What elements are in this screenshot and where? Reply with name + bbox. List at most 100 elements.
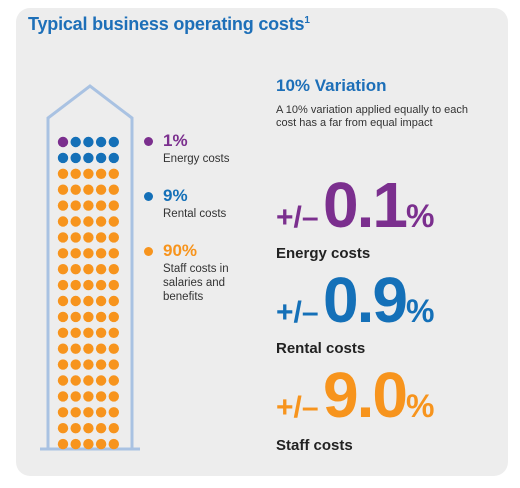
- dot-staff: [70, 184, 81, 195]
- dot-staff: [57, 423, 69, 434]
- dot-staff: [83, 295, 94, 307]
- dot-staff: [108, 327, 120, 338]
- title-footnote: 1: [304, 15, 310, 26]
- dot-rental: [83, 152, 94, 164]
- dot-staff: [57, 216, 69, 227]
- dot-staff: [95, 391, 107, 402]
- dot-staff: [83, 168, 94, 179]
- dot-staff: [57, 438, 69, 450]
- variation-description: A 10% variation applied equally to each …: [276, 104, 469, 129]
- legend-label-energy: Energy costs: [163, 153, 230, 165]
- dot-staff: [70, 232, 81, 243]
- dot-rental: [95, 136, 107, 148]
- dot-staff: [108, 343, 120, 354]
- building-outline: [46, 84, 134, 449]
- dot-staff: [57, 407, 69, 418]
- dot-staff: [57, 327, 69, 338]
- impact-pct-rental: %: [405, 293, 435, 329]
- dot-staff: [70, 216, 81, 227]
- dot-staff: [57, 391, 69, 402]
- dot-staff: [95, 184, 107, 195]
- infographic-title: Typical business operating costs1: [28, 14, 310, 34]
- dot-staff: [70, 311, 81, 323]
- dot-staff: [95, 423, 107, 434]
- legend-dot-rental: [144, 192, 153, 201]
- dot-staff: [70, 295, 81, 307]
- dot-staff: [57, 295, 69, 307]
- dot-staff: [57, 359, 69, 370]
- dot-staff: [95, 327, 107, 338]
- impact-label-staff: Staff costs: [276, 437, 353, 454]
- legend-pct-energy: 1%: [163, 131, 188, 150]
- impact-energy: +/– 0.1%: [276, 168, 434, 242]
- dot-staff: [108, 391, 120, 402]
- dot-staff: [108, 423, 120, 434]
- dot-staff: [95, 232, 107, 243]
- dot-staff: [95, 216, 107, 227]
- dot-staff: [95, 311, 107, 323]
- legend-label-staff: Staff costs in salaries and benefits: [163, 263, 229, 303]
- dot-staff: [70, 264, 81, 275]
- impact-label-energy: Energy costs: [276, 245, 371, 262]
- dot-staff: [108, 200, 120, 211]
- dot-staff: [108, 407, 120, 418]
- dot-staff: [83, 407, 94, 418]
- impact-sign-rental: +/–: [276, 296, 319, 329]
- impact-rental: +/– 0.9%: [276, 263, 434, 337]
- impact-value-staff: 9.0: [323, 359, 408, 431]
- dot-energy: [57, 136, 69, 148]
- dot-staff: [70, 423, 81, 434]
- impact-pct-energy: %: [405, 198, 435, 234]
- dot-staff: [70, 359, 81, 370]
- dot-staff: [70, 168, 81, 179]
- dot-staff: [108, 359, 120, 370]
- dot-staff: [83, 391, 94, 402]
- dot-staff: [70, 391, 81, 402]
- dot-staff: [95, 200, 107, 211]
- dot-staff: [70, 343, 81, 354]
- dot-rental: [108, 136, 120, 148]
- dot-staff: [95, 264, 107, 275]
- variation-title: 10% Variation: [276, 76, 387, 95]
- dot-staff: [57, 264, 69, 275]
- legend-dot-staff: [144, 247, 153, 256]
- dot-staff: [108, 375, 120, 386]
- dot-staff: [83, 264, 94, 275]
- legend-dot-energy: [144, 137, 153, 146]
- dot-rental: [70, 136, 81, 148]
- dot-staff: [83, 311, 94, 323]
- dot-staff: [83, 200, 94, 211]
- dot-staff: [57, 232, 69, 243]
- dot-staff: [70, 375, 81, 386]
- dot-staff: [95, 359, 107, 370]
- dot-staff: [83, 232, 94, 243]
- dot-staff: [95, 407, 107, 418]
- dot-staff: [83, 327, 94, 338]
- dot-staff: [83, 184, 94, 195]
- dot-staff: [57, 200, 69, 211]
- dot-staff: [108, 279, 120, 291]
- dot-rental: [95, 152, 107, 164]
- dot-staff: [95, 375, 107, 386]
- dot-staff: [83, 438, 94, 450]
- dot-staff: [83, 343, 94, 354]
- dot-staff: [57, 168, 69, 179]
- legend-pct-staff: 90%: [163, 241, 198, 260]
- impact-staff: +/– 9.0%: [276, 358, 434, 432]
- dot-staff: [57, 279, 69, 291]
- impact-value-rental: 0.9: [323, 264, 408, 336]
- dot-rental: [70, 152, 81, 164]
- dot-staff: [108, 248, 120, 259]
- impact-sign-staff: +/–: [276, 391, 319, 424]
- legend-label-rental: Rental costs: [163, 208, 227, 220]
- dot-staff: [95, 343, 107, 354]
- dot-staff: [83, 279, 94, 291]
- legend-pct-rental: 9%: [163, 186, 188, 205]
- dot-rental: [57, 152, 69, 164]
- dot-staff: [70, 327, 81, 338]
- dot-staff: [57, 248, 69, 259]
- dot-staff: [70, 248, 81, 259]
- dot-staff: [95, 438, 107, 450]
- dot-staff: [108, 311, 120, 323]
